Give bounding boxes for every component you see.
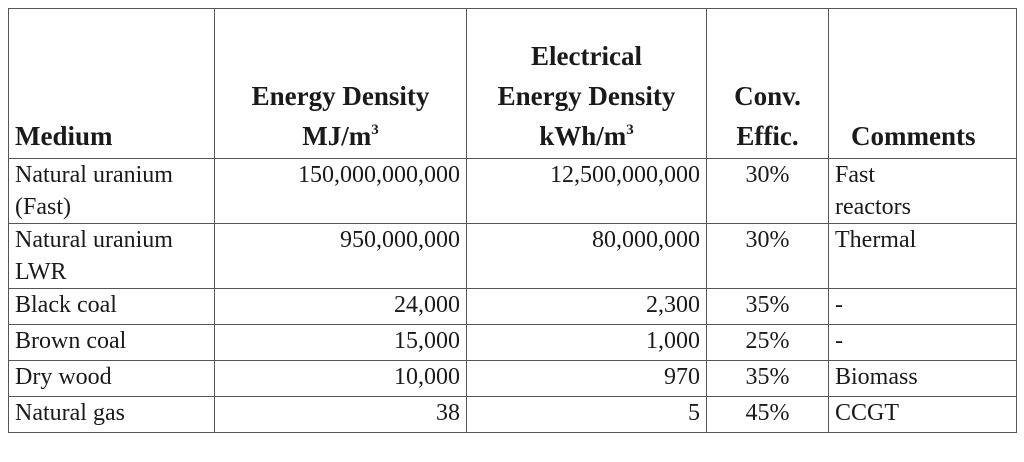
cell-medium: Brown coal: [8, 324, 215, 361]
cell-electrical: 12,500,000,000: [466, 158, 707, 224]
header-electrical-line1: Electrical: [531, 41, 642, 71]
cell-electrical: 1,000: [466, 324, 707, 361]
header-medium: Medium: [8, 8, 215, 159]
cell-energy-density: 38: [214, 396, 467, 433]
cell-electrical: 5: [466, 396, 707, 433]
cell-electrical: 970: [466, 360, 707, 397]
cell-energy-density: 950,000,000: [214, 223, 467, 289]
header-row: Medium Energy Density MJ/m3 Electrical E…: [8, 8, 1017, 159]
cell-energy-density: 10,000: [214, 360, 467, 397]
table-row: Natural gas 38 5 45% CCGT: [8, 396, 1017, 433]
cell-comments: Biomass: [828, 360, 1017, 397]
table-row: Dry wood 10,000 970 35% Biomass: [8, 360, 1017, 397]
table-row: Natural uranium (Fast) 150,000,000,000 12…: [8, 158, 1017, 224]
cell-energy-density: 15,000: [214, 324, 467, 361]
header-energy-density-unit: MJ/m3: [302, 121, 379, 151]
header-energy-density-title: Energy Density: [251, 81, 430, 111]
header-electrical-unit: kWh/m3: [539, 121, 634, 151]
header-conv-effic: Conv. Effic.: [706, 8, 829, 159]
header-conv-line2: Effic.: [736, 121, 799, 151]
cell-comments: Thermal: [828, 223, 1017, 289]
cell-effic: 30%: [706, 158, 829, 224]
header-electrical-energy-density: Electrical Energy Density kWh/m3: [466, 8, 707, 159]
cell-energy-density: 150,000,000,000: [214, 158, 467, 224]
cell-comments: -: [828, 288, 1017, 325]
cell-electrical: 2,300: [466, 288, 707, 325]
cell-effic: 30%: [706, 223, 829, 289]
cell-medium: Natural uranium (Fast): [8, 158, 215, 224]
header-conv-line1: Conv.: [734, 81, 801, 111]
cell-comments: CCGT: [828, 396, 1017, 433]
cell-effic: 25%: [706, 324, 829, 361]
cell-comments: -: [828, 324, 1017, 361]
header-electrical-line2: Energy Density: [497, 81, 676, 111]
header-energy-density: Energy Density MJ/m3: [214, 8, 467, 159]
header-comments: Comments: [828, 8, 1017, 159]
table-row: Black coal 24,000 2,300 35% -: [8, 288, 1017, 325]
cell-medium: Natural uranium LWR: [8, 223, 215, 289]
cell-energy-density: 24,000: [214, 288, 467, 325]
table-row: Brown coal 15,000 1,000 25% -: [8, 324, 1017, 361]
cell-medium: Dry wood: [8, 360, 215, 397]
table-row: Natural uranium LWR 950,000,000 80,000,00…: [8, 223, 1017, 289]
cell-effic: 45%: [706, 396, 829, 433]
energy-density-table: Medium Energy Density MJ/m3 Electrical E…: [8, 8, 1017, 433]
cell-effic: 35%: [706, 288, 829, 325]
cell-medium: Natural gas: [8, 396, 215, 433]
cell-electrical: 80,000,000: [466, 223, 707, 289]
cell-medium: Black coal: [8, 288, 215, 325]
cell-effic: 35%: [706, 360, 829, 397]
cell-comments: Fast reactors: [828, 158, 1017, 224]
